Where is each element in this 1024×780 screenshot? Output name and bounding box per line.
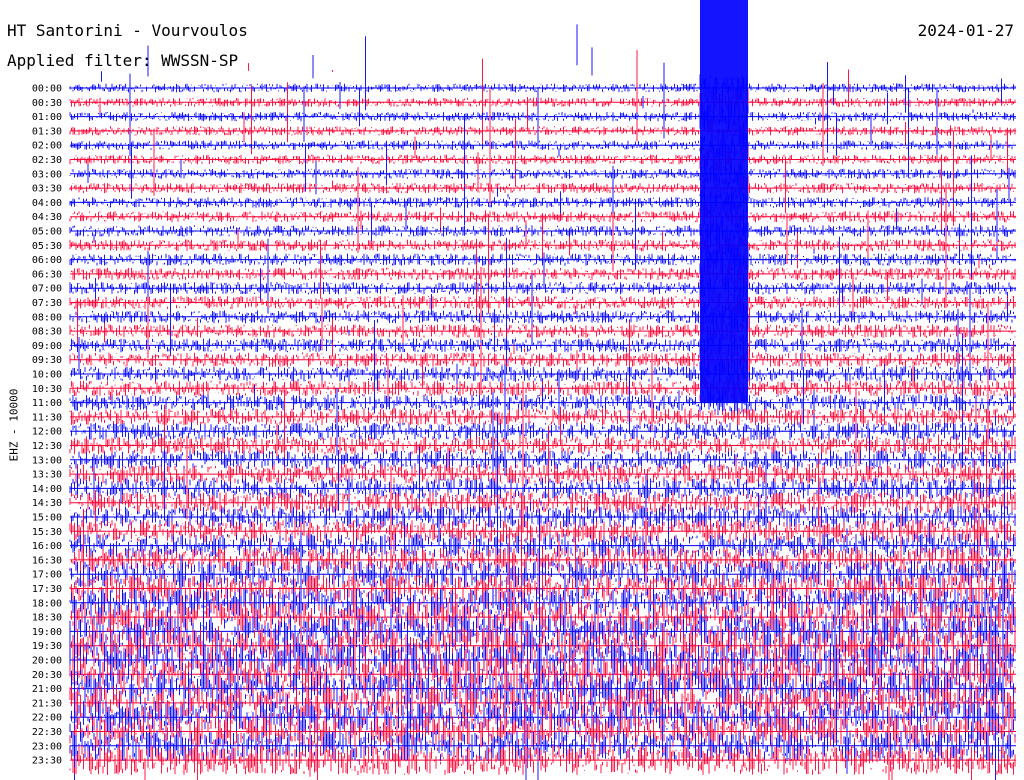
time-tick-label: 23:30 [32,756,62,767]
time-tick-label: 22:00 [32,713,62,724]
time-tick-label: 03:30 [32,184,62,195]
time-tick-label: 05:30 [32,241,62,252]
time-tick-label: 01:00 [32,112,62,123]
time-tick-label: 07:00 [32,284,62,295]
time-tick-label: 17:00 [32,570,62,581]
time-tick-label: 23:00 [32,741,62,752]
time-tick-label: 18:00 [32,598,62,609]
time-tick-label: 11:30 [32,412,62,423]
saturated-signal-band [700,0,748,403]
time-tick-label: 13:00 [32,455,62,466]
time-tick-label: 16:00 [32,541,62,552]
time-tick-label: 01:30 [32,126,62,137]
seismic-trace [69,363,1016,484]
time-tick-label: 06:00 [32,255,62,266]
seismic-trace [69,303,1016,443]
seismic-trace [69,429,1016,560]
time-tick-label: 06:30 [32,269,62,280]
time-tick-label: 03:00 [32,169,62,180]
seismic-trace [69,329,1016,464]
seismic-trace [69,388,1016,488]
seismic-trace [69,455,1016,549]
time-tick-label: 10:30 [32,384,62,395]
seismic-trace [69,307,1016,432]
time-tick-label: 15:00 [32,513,62,524]
seismic-trace [69,508,1016,710]
time-tick-label: 08:30 [32,327,62,338]
time-tick-label: 13:30 [32,470,62,481]
seismic-trace [69,408,1016,471]
time-tick-label: 09:00 [32,341,62,352]
time-tick-label: 12:00 [32,427,62,438]
time-tick-label: 19:30 [32,641,62,652]
time-tick-label: 11:00 [32,398,62,409]
date-label: 2024-01-27 [917,21,1014,40]
time-tick-label: 09:30 [32,355,62,366]
seismic-trace [69,715,1016,780]
time-tick-label: 20:30 [32,670,62,681]
seismic-trace [69,87,1016,195]
seismic-trace [69,596,1016,715]
time-tick-label: 22:30 [32,727,62,738]
time-tick-label: 02:00 [32,141,62,152]
time-tick-label: 08:00 [32,312,62,323]
seismic-trace [69,83,1016,166]
seismic-trace [69,24,1016,153]
station-title: HT Santorini - Vourvoulos [7,21,248,40]
time-tick-label: 18:30 [32,613,62,624]
time-tick-label: 12:30 [32,441,62,452]
time-tick-label: 00:30 [32,98,62,109]
time-tick-label: 05:00 [32,227,62,238]
time-tick-label: 19:00 [32,627,62,638]
time-tick-label: 17:30 [32,584,62,595]
seismic-trace [69,688,1016,780]
time-tick-label: 21:00 [32,684,62,695]
time-tick-label: 14:30 [32,498,62,509]
filter-label: Applied filter: WWSSN-SP [7,51,239,70]
time-tick-label: 04:00 [32,198,62,209]
time-tick-label: 15:30 [32,527,62,538]
time-tick-label: 10:00 [32,370,62,381]
time-tick-label: 20:00 [32,656,62,667]
time-tick-label: 00:00 [32,84,62,95]
time-tick-label: 16:30 [32,555,62,566]
seismic-trace [69,283,1016,394]
time-tick-label: 14:00 [32,484,62,495]
time-tick-label: 21:30 [32,698,62,709]
seismic-trace [69,115,1016,226]
time-tick-label: 02:30 [32,155,62,166]
time-tick-label: 04:30 [32,212,62,223]
time-tick-label: 07:30 [32,298,62,309]
seismic-trace [69,388,1016,523]
